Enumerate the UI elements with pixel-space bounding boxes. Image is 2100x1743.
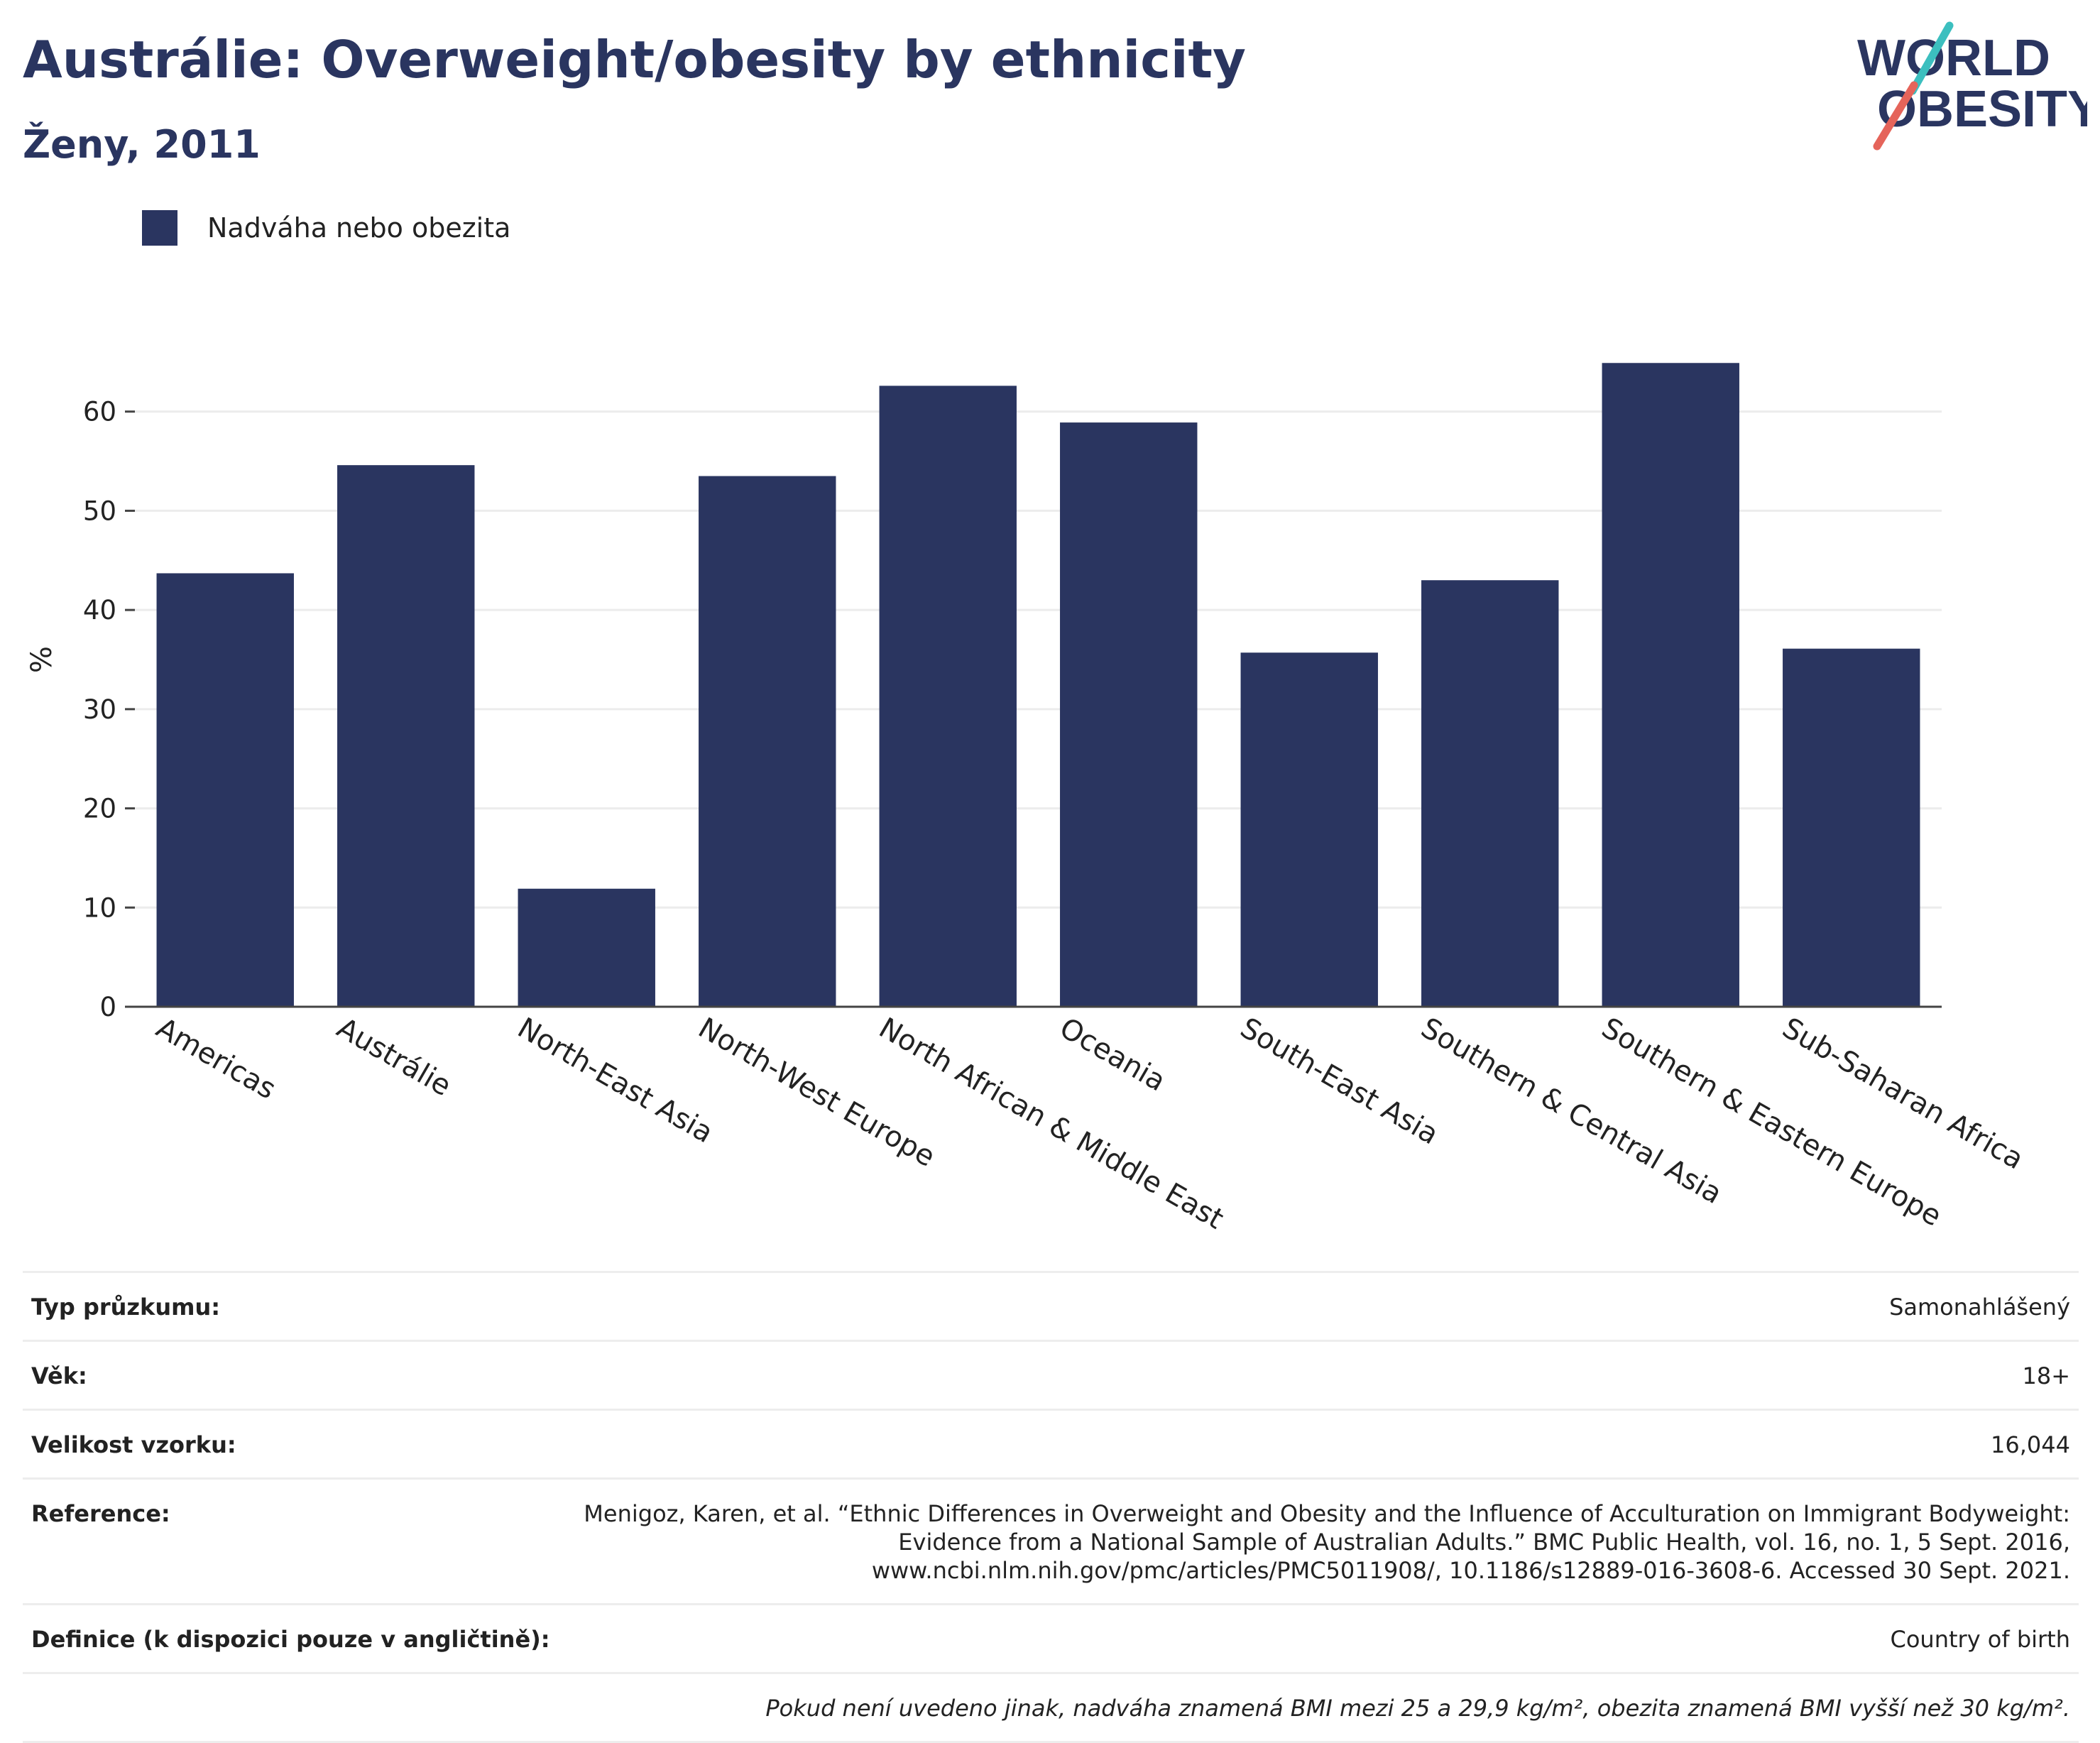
info-value: Menigoz, Karen, et al. “Ethnic Differenc… [584,1500,2070,1584]
logo-slash-red [1873,81,1918,151]
x-tick-label: South-East Asia [1235,1012,1444,1152]
info-label: Reference: [31,1500,170,1527]
bar [1421,580,1559,1007]
y-tick-label: 30 [83,694,116,725]
info-label: Typ průzkumu: [31,1294,221,1321]
x-tick-label: Austrálie [332,1012,456,1103]
chart-title: Austrálie: Overweight/obesity by ethnici… [23,30,1246,89]
chart-legend[interactable]: Nadváha nebo obezita [142,210,510,246]
info-row-reference: Reference: Menigoz, Karen, et al. “Ethni… [23,1480,2079,1605]
info-label: Definice (k dispozici pouze v angličtině… [31,1626,550,1653]
x-tick-label: Southern & Eastern Europe [1596,1012,1947,1233]
logo-slash-teal [1908,21,1954,95]
info-value: Samonahlášený [1889,1294,2070,1321]
bar-chart: 0 10 20 30 40 50 60% Americas Austrálie North-Eas… [26,363,2029,1236]
y-tick-label: 0 [99,992,116,1022]
x-tick-label: Southern & Central Asia [1416,1012,1727,1211]
y-tick-label: 40 [83,595,116,625]
legend-swatch [142,210,177,246]
bar [156,573,294,1007]
info-label: Věk: [31,1362,87,1389]
info-value: 18+ [2022,1362,2070,1389]
bar [1602,363,1739,1007]
bar [1240,652,1378,1007]
info-row-definition: Definice (k dispozici pouze v angličtině… [23,1605,2079,1674]
bar [879,386,1017,1007]
bar [1783,648,1920,1007]
y-tick-label: 20 [83,794,116,824]
legend-label: Nadváha nebo obezita [207,212,511,244]
info-value: 16,044 [1991,1431,2070,1458]
info-row-age: Věk: 18+ [23,1342,2079,1411]
info-row-sample-size: Velikost vzorku: 16,044 [23,1411,2079,1480]
info-label: Velikost vzorku: [31,1431,236,1458]
bmi-footnote: Pokud není uvedeno jinak, nadváha znamen… [765,1695,2070,1722]
y-axis-title: % [26,646,58,673]
y-tick-label: 60 [83,397,116,427]
info-row-survey-type: Typ průzkumu: Samonahlášený [23,1273,2079,1342]
info-value: Country of birth [1890,1626,2071,1653]
logo-word-world: WORLD [1857,30,2050,87]
survey-info-table: Typ průzkumu: Samonahlášený Věk: 18+ Vel… [23,1271,2079,1743]
bar [1060,422,1198,1007]
y-tick-label: 10 [83,892,116,923]
x-tick-label: Oceania [1054,1012,1171,1098]
world-obesity-logo: WORLD OBESITY [1857,21,2087,151]
x-tick-label: North-East Asia [512,1012,718,1149]
chart-subtitle: Ženy, 2011 [23,122,261,167]
x-tick-label: Americas [151,1012,281,1106]
bar [337,465,475,1007]
y-tick-label: 50 [83,496,116,526]
bar [699,476,836,1007]
x-tick-label: North African & Middle East [873,1012,1229,1236]
bar [518,888,655,1007]
bmi-footnote-row: Pokud není uvedeno jinak, nadváha znamen… [23,1674,2079,1743]
